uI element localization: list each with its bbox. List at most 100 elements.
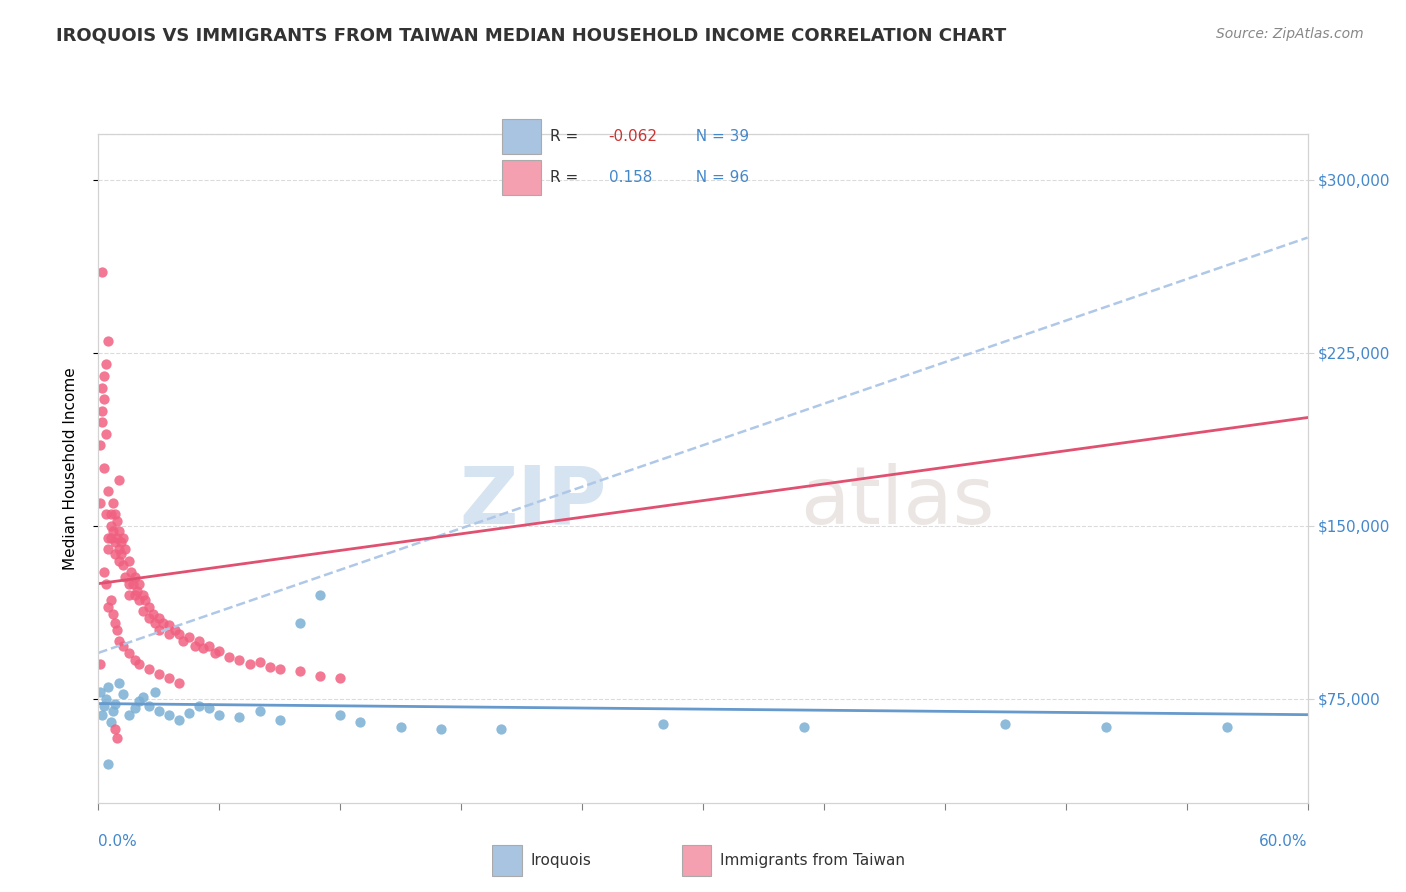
Point [132, 690, 155, 704]
Point [93, 698, 115, 713]
Text: N = 39: N = 39 [686, 129, 749, 144]
Point [249, 655, 271, 669]
Point [97, 484, 120, 499]
Point [163, 623, 186, 637]
Point [105, 731, 128, 746]
Point [288, 615, 311, 630]
Point [110, 535, 132, 549]
Point [89, 496, 111, 510]
Point [124, 588, 146, 602]
Point [208, 708, 231, 723]
Text: R =: R = [550, 170, 583, 186]
Point [103, 697, 125, 711]
Point [96, 426, 118, 441]
Point [491, 722, 513, 736]
Point [118, 576, 141, 591]
Point [96, 358, 118, 372]
Point [103, 615, 125, 630]
Point [89, 685, 111, 699]
Point [269, 713, 291, 727]
Point [118, 588, 141, 602]
Point [125, 583, 148, 598]
Point [103, 508, 125, 522]
Point [91, 380, 114, 394]
Point [269, 662, 291, 676]
Point [97, 542, 120, 557]
Point [107, 553, 129, 567]
Text: 60.0%: 60.0% [1260, 834, 1308, 849]
Point [100, 508, 122, 522]
Point [111, 558, 134, 573]
FancyBboxPatch shape [502, 160, 540, 195]
FancyBboxPatch shape [682, 846, 711, 876]
Point [114, 542, 136, 557]
Point [101, 496, 124, 510]
Point [107, 676, 129, 690]
Point [1095, 720, 1118, 734]
Point [100, 531, 122, 545]
Point [132, 604, 155, 618]
Point [793, 720, 815, 734]
Point [118, 646, 141, 660]
Text: Immigrants from Taiwan: Immigrants from Taiwan [720, 854, 905, 868]
Point [91, 708, 114, 723]
Point [91, 403, 114, 417]
Point [93, 392, 115, 406]
Point [1216, 720, 1239, 734]
Point [167, 713, 190, 727]
Point [100, 714, 122, 729]
Point [107, 524, 129, 538]
Point [188, 634, 211, 648]
Point [97, 531, 120, 545]
Point [259, 659, 281, 673]
Point [249, 704, 271, 718]
Point [184, 639, 207, 653]
Point [218, 650, 240, 665]
Point [288, 665, 311, 679]
Point [103, 547, 125, 561]
Text: ZIP: ZIP [458, 463, 606, 541]
Point [103, 722, 125, 736]
Point [994, 717, 1017, 731]
Point [143, 685, 166, 699]
Point [132, 588, 155, 602]
Point [128, 657, 150, 672]
Point [93, 565, 115, 579]
Point [91, 415, 114, 429]
Point [96, 508, 118, 522]
Point [179, 630, 201, 644]
Point [228, 710, 250, 724]
Point [179, 706, 201, 720]
Point [111, 639, 134, 653]
Point [97, 599, 120, 614]
Point [107, 542, 129, 557]
Point [198, 639, 221, 653]
Point [105, 514, 128, 528]
Text: Source: ZipAtlas.com: Source: ZipAtlas.com [1216, 27, 1364, 41]
Point [107, 634, 129, 648]
Point [198, 701, 221, 715]
FancyBboxPatch shape [502, 119, 540, 154]
Point [105, 531, 128, 545]
Text: atlas: atlas [800, 463, 994, 541]
Point [124, 701, 146, 715]
Point [89, 438, 111, 452]
Point [142, 607, 165, 621]
Point [309, 588, 332, 602]
Point [430, 722, 453, 736]
Point [138, 662, 160, 676]
Point [138, 698, 160, 713]
Point [157, 618, 180, 632]
Point [91, 265, 114, 279]
Text: Iroquois: Iroquois [530, 854, 591, 868]
Point [128, 592, 150, 607]
Point [105, 623, 128, 637]
Point [96, 576, 118, 591]
Point [193, 641, 215, 656]
Point [157, 708, 180, 723]
Y-axis label: Median Household Income: Median Household Income [63, 367, 77, 570]
Text: -0.062: -0.062 [609, 129, 658, 144]
Point [97, 681, 120, 695]
Point [148, 623, 170, 637]
Text: R =: R = [550, 129, 583, 144]
